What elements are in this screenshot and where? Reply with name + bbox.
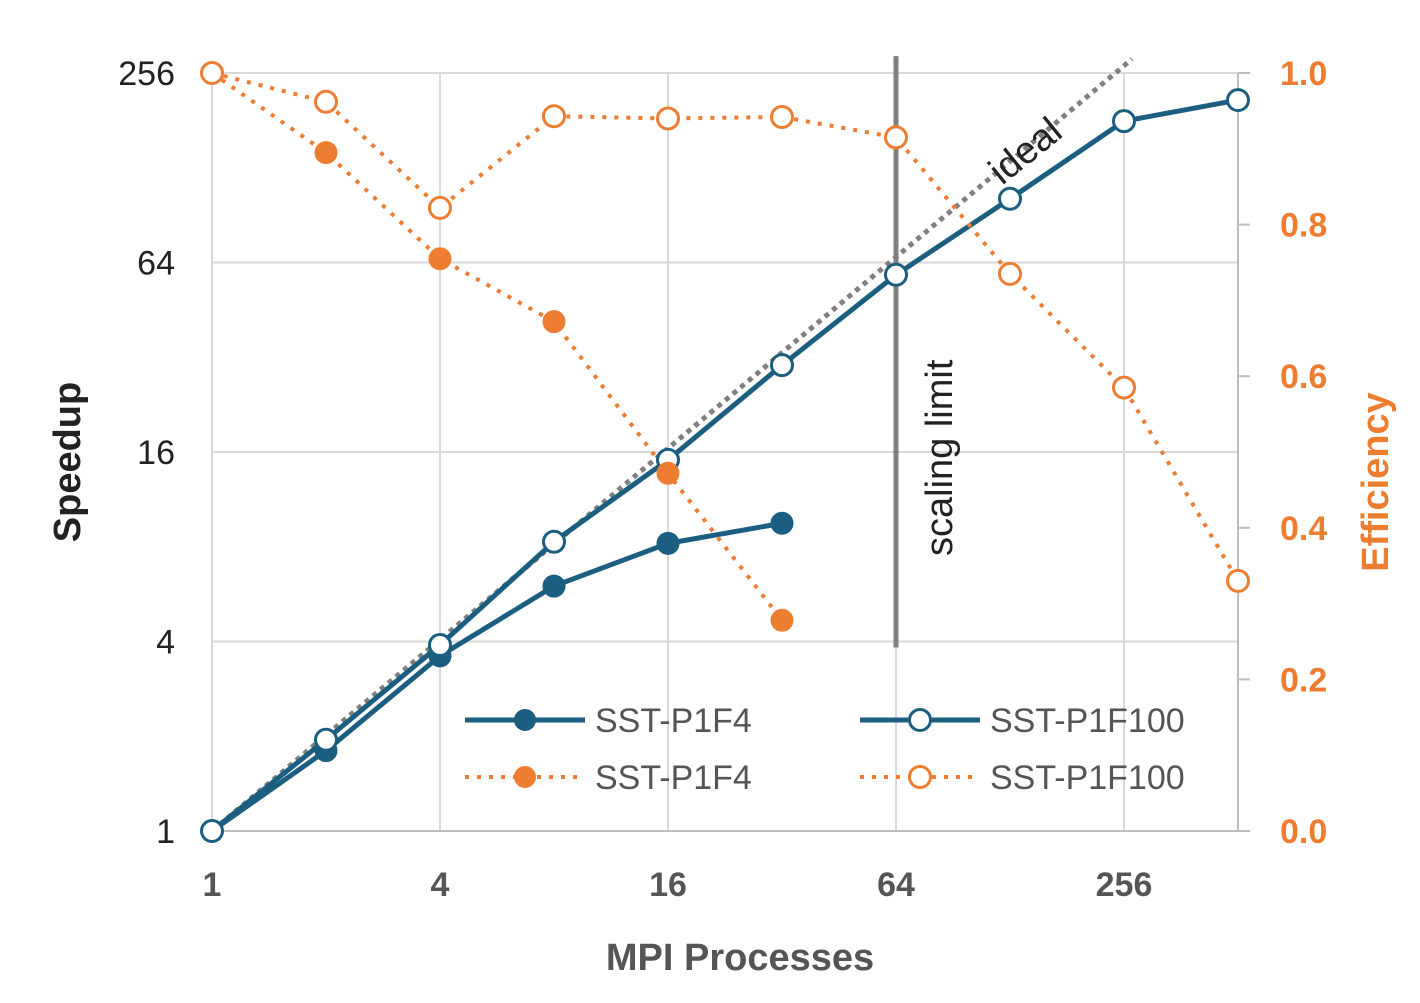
data-point-efficiency — [542, 104, 566, 129]
y-right-tick-label: 1.0 — [1280, 55, 1327, 93]
data-point-speedup — [542, 574, 566, 598]
y-left-axis-title: Speedup — [47, 382, 89, 542]
ideal-line — [210, 57, 1134, 833]
y-right-axis-title: Efficiency — [1355, 392, 1397, 572]
x-tick-label: 16 — [649, 866, 687, 904]
data-point-efficiency — [884, 125, 908, 150]
data-point-efficiency — [770, 104, 794, 129]
y-left-tick-label: 1 — [156, 813, 175, 851]
data-point-speedup — [428, 632, 452, 657]
data-point-speedup — [770, 353, 794, 378]
y-left-tick-label: 64 — [137, 245, 175, 283]
data-point-efficiency — [314, 89, 338, 114]
x-tick-label: 256 — [1096, 866, 1153, 904]
data-point-efficiency — [314, 141, 338, 165]
legend-label: SST-P1F4 — [595, 759, 752, 797]
data-point-efficiency — [1226, 568, 1250, 593]
y-right-tick-label: 0.8 — [1280, 207, 1327, 245]
data-point-speedup — [314, 727, 338, 752]
data-point-efficiency — [428, 247, 452, 271]
y-right-tick-label: 0.6 — [1280, 358, 1327, 396]
data-point-speedup — [656, 531, 680, 555]
tick-labels: 1 4 16 64 256 1 4 16 64 256 0.0 0.2 0.4 0.6 0.8 1.0 — [118, 55, 1327, 904]
y-right-tick-label: 0.0 — [1280, 813, 1327, 851]
data-point-efficiency — [998, 261, 1022, 286]
series-line-speedup — [210, 520, 783, 834]
y-left-tick-label: 256 — [118, 55, 175, 93]
x-tick-label: 4 — [431, 866, 450, 904]
legend-swatch-marker — [908, 765, 932, 789]
legend-swatch-marker — [514, 766, 536, 788]
series-line-speedup — [210, 97, 1239, 833]
data-point-efficiency — [656, 106, 680, 131]
legend-label: SST-P1F100 — [990, 759, 1185, 797]
y-left-tick-label: 16 — [137, 434, 175, 472]
series-line-efficiency — [211, 71, 1240, 582]
legend-label: SST-P1F100 — [990, 702, 1185, 740]
data-point-speedup — [200, 819, 224, 843]
y-right-tick-label: 0.4 — [1280, 510, 1327, 548]
y-left-tick-label: 4 — [156, 624, 175, 662]
data-point-speedup — [1112, 109, 1136, 134]
data-point-efficiency — [200, 61, 224, 85]
legend-label: SST-P1F4 — [595, 702, 752, 740]
series-markers — [200, 61, 1250, 843]
data-point-efficiency — [1112, 375, 1136, 400]
data-point-efficiency — [770, 608, 794, 632]
x-axis-title: MPI Processes — [606, 937, 874, 979]
legend-swatch-marker — [908, 708, 932, 732]
data-point-speedup — [542, 529, 566, 554]
data-point-efficiency — [428, 195, 452, 220]
data-point-speedup — [770, 511, 794, 535]
data-point-efficiency — [656, 461, 680, 485]
x-tick-label: 64 — [877, 866, 915, 904]
legend: SST-P1F4 SST-P1F100 SST-P1F4 SST-P1F100 — [465, 702, 1185, 797]
scaling-limit-annotation: scaling limit — [919, 359, 961, 556]
y-right-tick-label: 0.2 — [1280, 661, 1327, 699]
data-point-efficiency — [542, 310, 566, 334]
data-point-speedup — [884, 262, 908, 287]
data-point-speedup — [1226, 88, 1250, 113]
data-point-speedup — [998, 186, 1022, 211]
legend-swatch-marker — [514, 709, 536, 731]
axes — [212, 72, 1250, 832]
series-lines — [210, 56, 1240, 834]
x-tick-label: 1 — [203, 866, 222, 904]
